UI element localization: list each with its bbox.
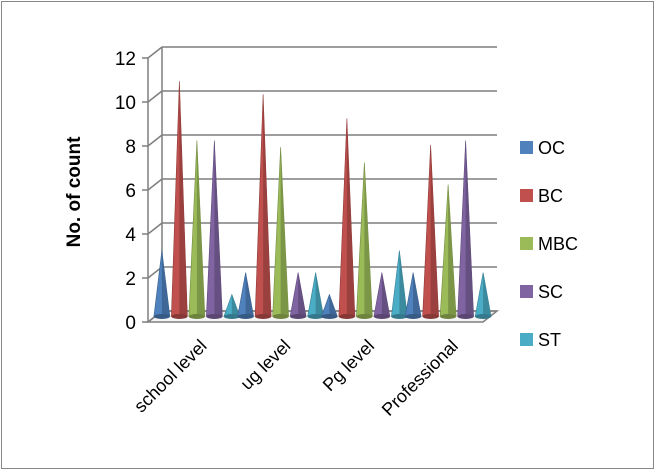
cone-base-oc: [153, 314, 170, 319]
cone-base-oc: [237, 314, 254, 319]
cone-shade-bc: [263, 94, 272, 317]
y-tick-label: 0: [125, 313, 136, 334]
legend-swatch-mbc: [520, 237, 533, 250]
cone-bar-chart: 0 2 4 6 8 10 12 school level ug level Pg level Pr…: [64, 46, 578, 420]
cone-shade-sc: [214, 140, 223, 317]
cone-shade-mbc: [364, 162, 373, 317]
cone-shade-sc: [381, 272, 390, 317]
cone-shade-mbc: [280, 147, 289, 317]
legend: OC BC MBC SC ST: [520, 138, 578, 350]
cone-shade-oc: [161, 250, 170, 317]
gridline-depth: [147, 134, 163, 147]
cone-shade-st: [231, 294, 240, 317]
y-axis-title: No. of count: [64, 136, 85, 247]
cone-shade-st: [315, 272, 324, 317]
y-tick-label: 8: [125, 137, 136, 158]
y-axis-ticks: 0 2 4 6 8 10 12: [115, 49, 148, 334]
y-tick-label: 10: [115, 93, 136, 114]
cone-base-oc: [321, 314, 338, 319]
cone-shade-mbc: [448, 184, 457, 317]
cone-base-st: [307, 314, 324, 319]
cone-base-oc: [405, 314, 422, 319]
cone-shade-st: [399, 250, 408, 317]
gridline-depth: [147, 90, 163, 103]
cone-base-st: [391, 314, 408, 319]
cone-base-sc: [457, 314, 474, 319]
legend-label: MBC: [538, 234, 578, 254]
cone-base-bc: [338, 314, 355, 319]
category-label: ug level: [236, 336, 294, 394]
gridline-depth: [147, 178, 163, 191]
legend-label: SC: [538, 282, 563, 302]
cone-base-st: [475, 314, 492, 319]
x-axis-categories: school level ug level Pg level Professional: [130, 336, 462, 420]
y-tick-label: 6: [125, 181, 136, 202]
legend-swatch-st: [520, 333, 533, 346]
cone-base-st: [223, 314, 240, 319]
cone-shade-oc: [329, 294, 338, 317]
legend-swatch-oc: [520, 141, 533, 154]
cone-shade-oc: [413, 272, 422, 317]
cone-base-sc: [290, 314, 307, 319]
cone-shade-st: [483, 272, 492, 317]
category-label: Pg level: [319, 336, 378, 395]
cone-base-mbc: [440, 314, 457, 319]
cone-base-sc: [373, 314, 390, 319]
y-tick-label: 12: [115, 49, 136, 70]
legend-label: BC: [538, 186, 563, 206]
legend-swatch-bc: [520, 189, 533, 202]
cone-shade-bc: [179, 81, 188, 317]
legend-label: OC: [538, 138, 565, 158]
cone-shade-oc: [245, 272, 254, 317]
cone-base-bc: [171, 314, 188, 319]
data-marks: [153, 81, 492, 319]
cone-shade-mbc: [196, 140, 205, 317]
cone-shade-sc: [465, 140, 474, 317]
category-label: school level: [130, 336, 211, 417]
legend-swatch-sc: [520, 285, 533, 298]
cone-base-mbc: [272, 314, 289, 319]
y-tick-label: 4: [125, 225, 136, 246]
gridline-depth: [147, 46, 163, 59]
gridline-depth: [147, 222, 163, 235]
cone-shade-bc: [346, 118, 355, 317]
cone-shade-sc: [298, 272, 307, 317]
y-tick-label: 2: [125, 269, 136, 290]
cone-base-mbc: [356, 314, 373, 319]
legend-label: ST: [538, 330, 561, 350]
cone-base-bc: [422, 314, 439, 319]
cone-base-mbc: [188, 314, 205, 319]
cone-shade-bc: [430, 144, 439, 317]
cone-base-bc: [255, 314, 272, 319]
cone-base-sc: [206, 314, 223, 319]
category-label: Professional: [378, 336, 462, 420]
